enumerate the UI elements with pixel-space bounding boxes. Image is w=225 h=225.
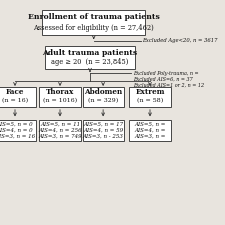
Bar [39,120,81,141]
Text: AIS=3, n =: AIS=3, n = [134,134,166,139]
Bar [0,120,36,141]
Bar [83,87,124,107]
Text: Extrem: Extrem [135,88,165,97]
Text: AIS=5, n =: AIS=5, n = [134,122,166,127]
Text: AIS=4, n = 59: AIS=4, n = 59 [83,128,123,133]
Text: AIS=3, n = 749: AIS=3, n = 749 [38,134,82,139]
Text: Assessed for eligibility (n = 27,462): Assessed for eligibility (n = 27,462) [33,24,154,32]
Text: AIS=3, n - 253: AIS=3, n - 253 [83,134,124,139]
Text: AIS=3, n = 16: AIS=3, n = 16 [0,134,35,139]
Text: Excluded Poly-trauma, n =: Excluded Poly-trauma, n = [133,71,199,76]
Text: Excluded AIS=1 or 2, n = 12: Excluded AIS=1 or 2, n = 12 [133,83,204,88]
Bar [45,46,135,69]
Bar [0,87,36,107]
Text: Excluded Age<20, n = 3617: Excluded Age<20, n = 3617 [142,38,218,43]
Text: Excluded AIS=6, n = 37: Excluded AIS=6, n = 37 [133,77,193,82]
Text: AIS=4, n = 0: AIS=4, n = 0 [0,128,33,133]
Bar [129,120,171,141]
Text: Enrollment of trauma patients: Enrollment of trauma patients [28,13,160,21]
Text: Face: Face [6,88,24,97]
Bar [83,120,124,141]
Text: AIS=5, n = 0: AIS=5, n = 0 [0,122,33,127]
Text: age ≥ 20  (n = 23,845): age ≥ 20 (n = 23,845) [51,58,129,66]
Text: AIS=5, n = 11: AIS=5, n = 11 [40,122,80,127]
Bar [129,87,171,107]
Text: (n = 1016): (n = 1016) [43,99,77,104]
Text: (n = 16): (n = 16) [2,99,28,104]
Text: Adult trauma patients: Adult trauma patients [42,49,138,57]
Text: (n = 58): (n = 58) [137,99,163,104]
Text: AIS=5, n = 17: AIS=5, n = 17 [83,122,123,127]
Text: Abdomen: Abdomen [84,88,122,97]
Bar [42,10,145,35]
Text: AIS=4, n =: AIS=4, n = [134,128,166,133]
Text: AIS=4, n = 256: AIS=4, n = 256 [38,128,82,133]
Bar [39,87,81,107]
Text: (n = 329): (n = 329) [88,99,118,104]
Text: Thorax: Thorax [46,88,74,97]
